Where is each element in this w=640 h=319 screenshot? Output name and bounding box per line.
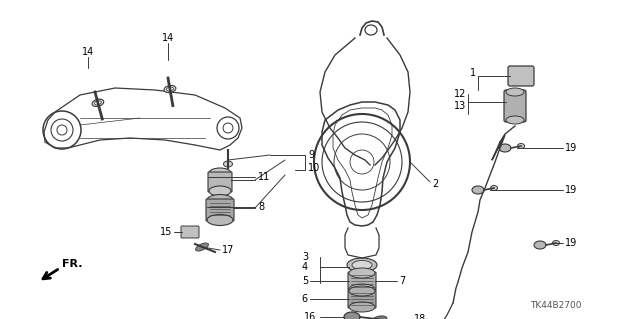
Ellipse shape [349, 286, 375, 296]
Text: 14: 14 [162, 33, 174, 43]
Ellipse shape [164, 85, 176, 93]
FancyBboxPatch shape [208, 172, 232, 192]
Text: 7: 7 [399, 276, 405, 286]
Ellipse shape [373, 316, 387, 319]
Text: 12: 12 [454, 89, 466, 99]
Ellipse shape [534, 241, 546, 249]
Ellipse shape [196, 243, 209, 251]
Ellipse shape [344, 312, 360, 319]
Ellipse shape [209, 186, 231, 196]
Text: 14: 14 [82, 47, 94, 57]
Ellipse shape [506, 88, 524, 96]
Ellipse shape [472, 186, 484, 194]
Text: 9: 9 [308, 150, 314, 160]
Text: 19: 19 [565, 185, 577, 195]
Text: 13: 13 [454, 101, 466, 111]
Text: 3: 3 [302, 252, 308, 262]
FancyBboxPatch shape [348, 272, 376, 290]
Text: 18: 18 [414, 314, 426, 319]
Text: 1: 1 [470, 68, 476, 78]
Text: 15: 15 [159, 227, 172, 237]
Text: 19: 19 [565, 238, 577, 248]
Ellipse shape [347, 258, 377, 272]
FancyBboxPatch shape [206, 199, 234, 221]
Text: 8: 8 [258, 202, 264, 212]
FancyBboxPatch shape [181, 226, 199, 238]
Text: FR.: FR. [62, 259, 83, 269]
Ellipse shape [95, 101, 101, 105]
Ellipse shape [499, 144, 511, 152]
Text: 19: 19 [565, 143, 577, 153]
FancyBboxPatch shape [508, 66, 534, 86]
Ellipse shape [506, 116, 524, 124]
Text: 5: 5 [301, 276, 308, 286]
Ellipse shape [209, 168, 231, 178]
Ellipse shape [207, 214, 233, 226]
Ellipse shape [552, 241, 559, 246]
FancyBboxPatch shape [504, 90, 526, 122]
Ellipse shape [223, 161, 232, 167]
Text: 17: 17 [222, 245, 234, 255]
Ellipse shape [349, 302, 375, 312]
Text: 16: 16 [304, 312, 316, 319]
Text: TK44B2700: TK44B2700 [530, 300, 582, 309]
Text: 6: 6 [302, 294, 308, 304]
Text: 2: 2 [432, 179, 438, 189]
Ellipse shape [349, 284, 375, 294]
Ellipse shape [92, 99, 104, 107]
Text: 4: 4 [302, 262, 308, 272]
Ellipse shape [349, 268, 375, 278]
Text: 10: 10 [308, 163, 320, 173]
Ellipse shape [166, 87, 173, 91]
Ellipse shape [518, 144, 525, 149]
FancyBboxPatch shape [348, 290, 376, 308]
Text: 11: 11 [258, 172, 270, 182]
Ellipse shape [207, 195, 233, 205]
Ellipse shape [490, 186, 497, 190]
Ellipse shape [352, 261, 372, 270]
